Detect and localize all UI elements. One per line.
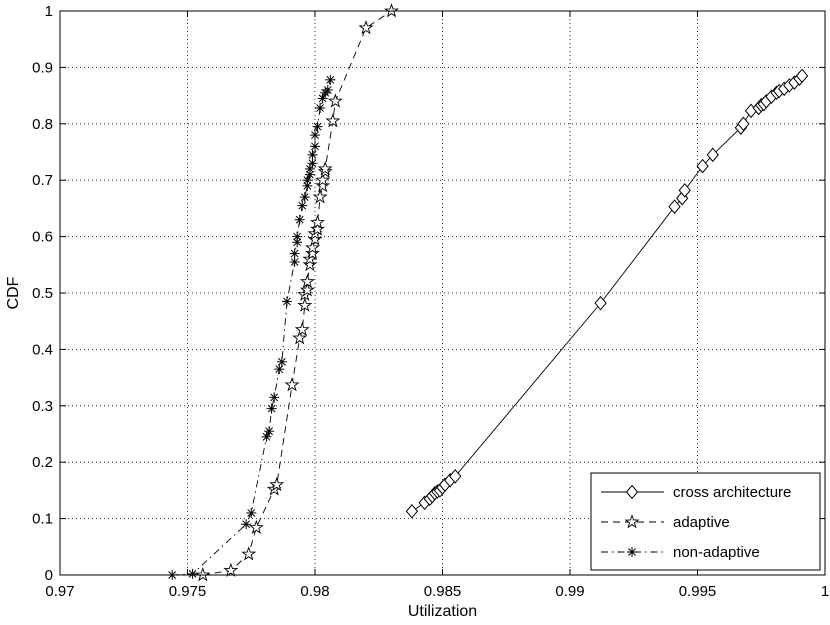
marker-star	[624, 514, 640, 529]
data-point-star	[384, 3, 399, 18]
data-point-star	[284, 377, 300, 392]
legend-label: non-adaptive	[673, 544, 760, 561]
y-tick-label: 0.2	[32, 454, 53, 471]
x-tick-label: 0.99	[555, 583, 584, 600]
data-point-asterisk	[322, 84, 333, 95]
data-point-asterisk	[294, 214, 305, 225]
data-point-star	[269, 476, 285, 492]
data-point-asterisk	[307, 158, 318, 169]
data-point-asterisk	[269, 392, 280, 403]
data-point-star	[294, 321, 310, 337]
x-axis-title: Utilization	[408, 603, 477, 620]
legend-item-adaptive: adaptive	[601, 514, 730, 531]
data-point-asterisk	[310, 130, 320, 141]
data-point-star	[310, 221, 326, 236]
y-tick-label: 0.4	[32, 341, 53, 358]
data-point-diamond	[795, 68, 809, 84]
data-point-star	[310, 214, 326, 229]
data-point-star	[315, 177, 331, 193]
data-point-asterisk	[299, 192, 310, 203]
data-point-star	[241, 546, 257, 561]
y-tick-label: 0.3	[32, 398, 53, 415]
data-point-asterisk	[264, 426, 275, 437]
data-point-star	[315, 172, 331, 187]
legend: cross architecture adaptive non-adaptive	[590, 472, 821, 571]
data-point-asterisk	[297, 200, 308, 211]
data-point-diamond	[678, 183, 691, 198]
data-point-star	[299, 273, 315, 289]
data-point-diamond	[668, 199, 681, 214]
data-point-asterisk	[289, 256, 300, 267]
data-point-asterisk	[312, 121, 323, 132]
data-point-star	[299, 282, 315, 297]
data-point-star	[195, 567, 211, 582]
marker-asterisk	[627, 547, 637, 557]
data-point-star	[317, 161, 333, 176]
data-point-diamond	[594, 295, 607, 311]
legend-label: cross architecture	[673, 484, 791, 501]
y-tick-label: 0.6	[32, 229, 53, 246]
data-point-star	[358, 20, 374, 35]
data-point-diamond	[449, 469, 462, 484]
x-tick-label: 0.995	[679, 583, 717, 600]
data-point-star	[307, 231, 323, 246]
data-point-star	[312, 189, 328, 204]
series-cross-architecture	[405, 68, 809, 519]
data-point-asterisk	[187, 568, 198, 579]
data-point-diamond	[706, 147, 719, 163]
data-point-asterisk	[246, 507, 257, 518]
data-point-star	[327, 93, 343, 108]
legend-item-cross-architecture: cross architecture	[601, 484, 791, 501]
legend-label: adaptive	[673, 514, 730, 531]
data-point-asterisk	[325, 74, 336, 85]
x-tick-label: 0.98	[300, 583, 329, 600]
data-point-asterisk	[289, 248, 300, 259]
data-point-asterisk	[292, 237, 303, 248]
data-point-asterisk	[292, 231, 303, 242]
y-tick-label: 1	[45, 3, 53, 20]
data-point-star	[325, 113, 341, 128]
x-tick-label: 0.97	[45, 583, 74, 600]
data-point-star	[292, 330, 308, 345]
data-point-asterisk	[276, 356, 287, 367]
data-point-star	[304, 245, 320, 260]
marker-diamond	[625, 484, 639, 500]
data-point-asterisk	[281, 296, 292, 307]
axes: 0.97 0.975 0.98 0.985 0.99 0.995 1 0 0.1 0.2 0.3 0.…	[32, 3, 829, 600]
data-point-diamond	[737, 116, 750, 132]
data-point-star	[302, 256, 318, 272]
series-non-adaptive	[167, 74, 336, 580]
series-layer	[167, 3, 809, 582]
y-tick-label: 0.1	[32, 511, 53, 528]
data-point-star	[297, 297, 313, 312]
data-point-asterisk	[315, 103, 326, 114]
data-point-asterisk	[307, 149, 318, 160]
data-point-asterisk	[266, 403, 277, 414]
y-axis-title: CDF	[5, 276, 22, 309]
data-point-star	[304, 240, 320, 255]
data-point-star	[248, 519, 264, 534]
data-point-star	[223, 562, 239, 577]
y-tick-label: 0.8	[32, 116, 53, 133]
y-tick-label: 0.7	[32, 172, 53, 189]
x-tick-label: 0.985	[424, 583, 462, 600]
x-tick-label: 1	[821, 583, 829, 600]
legend-item-non-adaptive: non-adaptive	[601, 544, 760, 561]
data-point-asterisk	[241, 519, 252, 530]
data-point-diamond	[696, 158, 709, 174]
data-point-asterisk	[274, 364, 285, 375]
y-tick-label: 0.9	[32, 59, 53, 76]
series-adaptive	[195, 3, 399, 582]
data-point-diamond	[405, 503, 419, 519]
y-tick-label: 0.5	[32, 285, 53, 302]
data-point-asterisk	[310, 141, 320, 152]
x-tick-label: 0.975	[169, 583, 207, 600]
y-tick-label: 0	[45, 567, 53, 584]
